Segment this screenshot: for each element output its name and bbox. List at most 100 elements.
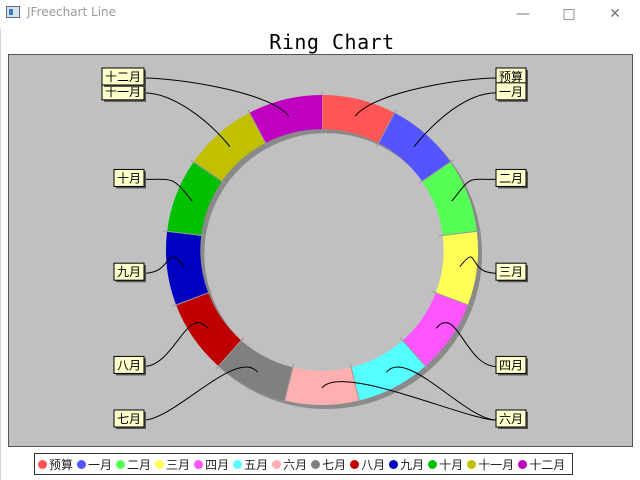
legend-label: 十月 <box>439 457 464 472</box>
slice-separator <box>431 290 472 307</box>
slice-separator <box>163 230 206 237</box>
slice-separator <box>190 159 226 185</box>
legend-label: 三月 <box>166 457 191 472</box>
slice-separator <box>172 290 213 307</box>
ring-slice <box>284 367 360 405</box>
legend-label: 一月 <box>88 457 113 472</box>
label-connector <box>143 77 290 117</box>
ring-slice <box>422 161 477 236</box>
window-title: JFreechart Line <box>27 5 117 19</box>
label-connector <box>459 256 497 274</box>
ring-slice <box>176 292 242 367</box>
slice-label-box <box>495 355 527 374</box>
slice-label-box <box>113 168 145 187</box>
slice-label: 十月 <box>117 171 141 185</box>
legend-swatch <box>311 459 321 469</box>
app-icon <box>6 6 20 18</box>
slice-label: 十一月 <box>105 85 141 99</box>
label-connector <box>451 178 497 202</box>
slice-separator <box>418 159 454 185</box>
slice-label-box <box>101 67 145 86</box>
slice-label: 九月 <box>117 265 141 279</box>
minimize-button[interactable]: — <box>516 6 530 22</box>
label-connector <box>143 178 193 202</box>
legend-item: 九月 <box>389 456 424 473</box>
ring-slice <box>402 292 468 367</box>
slice-separator <box>215 337 245 370</box>
legend-swatch <box>155 459 165 469</box>
legend-item: 六月 <box>272 456 307 473</box>
slice-separator <box>349 363 361 405</box>
slice-separator <box>438 230 481 237</box>
slice-separator <box>399 337 429 370</box>
legend-item: 一月 <box>77 456 112 473</box>
label-connector <box>143 256 185 274</box>
legend-item: 预算 <box>38 456 73 473</box>
legend-swatch <box>389 459 399 469</box>
legend-item: 三月 <box>155 456 190 473</box>
label-connector <box>386 366 497 421</box>
legend-swatch <box>350 459 360 469</box>
legend-label: 七月 <box>322 457 347 472</box>
legend-label: 十二月 <box>529 457 566 472</box>
slice-label: 七月 <box>117 412 141 426</box>
legend-label: 二月 <box>127 457 152 472</box>
legend-label: 九月 <box>400 457 425 472</box>
slice-separator <box>283 363 295 405</box>
slice-label-box <box>495 409 527 428</box>
label-connector <box>354 77 497 117</box>
legend-item: 四月 <box>194 456 229 473</box>
slice-label: 四月 <box>499 358 523 372</box>
legend-label: 十一月 <box>478 457 515 472</box>
legend-item: 十月 <box>428 456 463 473</box>
legend-item: 十一月 <box>467 456 514 473</box>
label-connector <box>143 322 209 367</box>
slice-label: 二月 <box>499 171 523 185</box>
label-connector <box>143 92 231 148</box>
legend-swatch <box>233 459 243 469</box>
legend-label: 五月 <box>244 457 269 472</box>
slice-label-box <box>495 262 527 281</box>
legend-swatch <box>77 459 87 469</box>
ring-slice <box>249 95 322 143</box>
slice-label: 八月 <box>117 358 141 372</box>
legend-item: 八月 <box>350 456 385 473</box>
slice-label-box <box>495 82 527 101</box>
legend-swatch <box>518 459 528 469</box>
ring-slice <box>167 161 222 236</box>
legend-swatch <box>272 459 282 469</box>
slice-label-box <box>495 168 527 187</box>
legend-item: 五月 <box>233 456 268 473</box>
legend-swatch <box>467 459 477 469</box>
slice-label-box <box>113 262 145 281</box>
label-connector <box>143 366 258 421</box>
ring-slice <box>322 95 395 143</box>
chart-title: Ring Chart <box>269 30 395 54</box>
slice-label-box <box>113 355 145 374</box>
chart-legend: 预算 一月 二月 三月 四月 五月 六月 七月 八月 九月 十月 十一月 十二月 <box>34 453 574 475</box>
legend-swatch <box>194 459 204 469</box>
slice-separator <box>376 108 397 147</box>
slice-label-box <box>113 409 145 428</box>
label-connector <box>413 92 497 148</box>
title-bar: JFreechart Line — □ ✕ <box>0 0 640 28</box>
label-connector <box>321 381 497 421</box>
slice-label: 六月 <box>499 412 523 426</box>
legend-swatch <box>116 459 126 469</box>
slice-label: 十二月 <box>105 70 141 84</box>
legend-item: 七月 <box>311 456 346 473</box>
ring-slice <box>435 231 478 305</box>
slice-label: 预算 <box>499 69 523 84</box>
legend-label: 八月 <box>361 457 386 472</box>
slice-separator <box>247 108 268 147</box>
legend-label: 四月 <box>205 457 230 472</box>
legend-swatch <box>38 459 47 469</box>
legend-item: 二月 <box>116 456 151 473</box>
close-button[interactable]: ✕ <box>609 6 621 22</box>
label-connector <box>435 322 497 367</box>
slice-label: 三月 <box>499 265 523 279</box>
maximize-button[interactable]: □ <box>562 6 576 22</box>
legend-swatch <box>428 459 438 469</box>
legend-item: 十二月 <box>518 456 565 473</box>
